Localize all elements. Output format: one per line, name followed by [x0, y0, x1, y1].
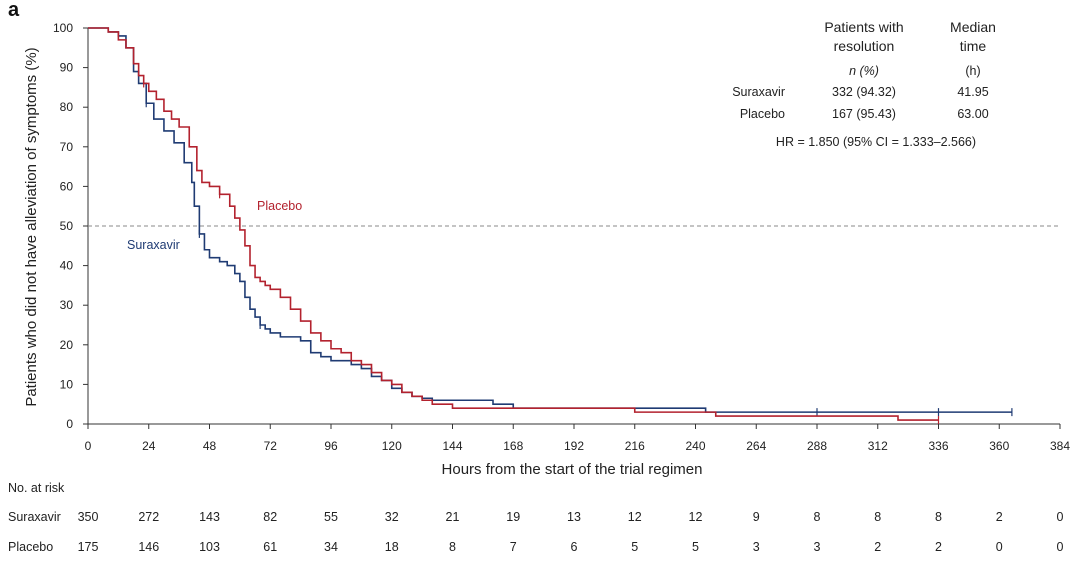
risk-value: 19 — [506, 510, 520, 524]
x-tick-label: 264 — [746, 439, 766, 453]
axes: 0 24 48 72 96 120 144 168 192 216 240 264 288 312 336 3… — [53, 21, 1070, 453]
risk-value: 12 — [628, 510, 642, 524]
risk-value: 7 — [510, 540, 517, 554]
x-tick-label: 0 — [85, 439, 92, 453]
km-curve-suraxavir — [88, 27, 1012, 413]
risk-value: 146 — [138, 540, 159, 554]
risk-value: 272 — [138, 510, 159, 524]
x-tick-label: 360 — [989, 439, 1009, 453]
x-tick-label: 192 — [564, 439, 584, 453]
x-tick-label: 288 — [807, 439, 827, 453]
x-tick-label: 240 — [685, 439, 705, 453]
y-tick-label: 100 — [53, 21, 73, 35]
y-tick-label: 70 — [60, 140, 74, 154]
legend-col2-header-2: time — [960, 38, 987, 54]
legend-row-n: 332 (94.32) — [832, 85, 896, 99]
risk-value: 0 — [1057, 510, 1064, 524]
risk-value: 82 — [263, 510, 277, 524]
legend-row-name: Suraxavir — [732, 85, 785, 99]
panel-label: a — [8, 0, 20, 21]
legend-col1-header-2: resolution — [834, 38, 895, 54]
placebo-curve-label: Placebo — [257, 199, 302, 213]
risk-value: 18 — [385, 540, 399, 554]
risk-value: 34 — [324, 540, 338, 554]
risk-table-title: No. at risk — [8, 481, 65, 495]
y-tick-label: 0 — [66, 417, 73, 431]
x-tick-label: 120 — [382, 439, 402, 453]
legend-row-median: 41.95 — [957, 85, 988, 99]
x-tick-label: 72 — [264, 439, 278, 453]
y-tick-label: 60 — [60, 179, 74, 193]
y-tick-label: 80 — [60, 100, 74, 114]
risk-value: 9 — [753, 510, 760, 524]
risk-value: 8 — [874, 510, 881, 524]
risk-value: 5 — [631, 540, 638, 554]
risk-value: 143 — [199, 510, 220, 524]
y-tick-label: 20 — [60, 338, 74, 352]
x-tick-label: 384 — [1050, 439, 1070, 453]
legend-row-n: 167 (95.43) — [832, 107, 896, 121]
risk-value: 21 — [446, 510, 460, 524]
x-tick-label: 336 — [928, 439, 948, 453]
x-tick-label: 48 — [203, 439, 217, 453]
legend-col2-unit: (h) — [965, 64, 980, 78]
risk-value: 8 — [814, 510, 821, 524]
x-tick-label: 24 — [142, 439, 156, 453]
risk-value: 103 — [199, 540, 220, 554]
suraxavir-curve-label: Suraxavir — [127, 238, 180, 252]
legend-col1-header-1: Patients with — [824, 19, 903, 35]
risk-value: 350 — [78, 510, 99, 524]
y-tick-label: 30 — [60, 298, 74, 312]
legend-table: Patients with resolution Median time n (… — [732, 19, 996, 149]
x-tick-label: 312 — [868, 439, 888, 453]
risk-value: 0 — [996, 540, 1003, 554]
curves — [88, 27, 1013, 425]
x-tick-label: 96 — [324, 439, 338, 453]
hazard-ratio-text: HR = 1.850 (95% CI = 1.333–2.566) — [776, 135, 976, 149]
risk-value: 12 — [689, 510, 703, 524]
km-curve-placebo — [88, 27, 939, 421]
risk-value: 175 — [78, 540, 99, 554]
risk-value: 6 — [571, 540, 578, 554]
risk-value: 32 — [385, 510, 399, 524]
risk-table: No. at risk Suraxavir Placebo 350 272 143 8… — [8, 481, 1064, 554]
y-tick-label: 40 — [60, 259, 74, 273]
risk-value: 0 — [1057, 540, 1064, 554]
legend-row-median: 63.00 — [957, 107, 988, 121]
x-axis-title: Hours from the start of the trial regime… — [442, 461, 703, 478]
risk-row-label: Placebo — [8, 540, 53, 554]
y-axis-title: Patients who did not have alleviation of… — [23, 47, 40, 406]
x-tick-label: 144 — [442, 439, 462, 453]
y-tick-label: 50 — [60, 219, 74, 233]
risk-value: 3 — [814, 540, 821, 554]
risk-row-label: Suraxavir — [8, 510, 61, 524]
risk-value: 13 — [567, 510, 581, 524]
y-tick-label: 90 — [60, 61, 74, 75]
risk-value: 2 — [874, 540, 881, 554]
risk-value: 3 — [753, 540, 760, 554]
risk-value: 61 — [263, 540, 277, 554]
x-tick-label: 216 — [625, 439, 645, 453]
risk-value: 2 — [935, 540, 942, 554]
legend-col1-unit: n (%) — [849, 64, 879, 78]
legend-row-name: Placebo — [740, 107, 785, 121]
risk-value: 2 — [996, 510, 1003, 524]
risk-value: 8 — [935, 510, 942, 524]
risk-value: 55 — [324, 510, 338, 524]
risk-value: 8 — [449, 540, 456, 554]
legend-col2-header-1: Median — [950, 19, 996, 35]
y-tick-label: 10 — [60, 377, 74, 391]
x-tick-label: 168 — [503, 439, 523, 453]
risk-value: 5 — [692, 540, 699, 554]
